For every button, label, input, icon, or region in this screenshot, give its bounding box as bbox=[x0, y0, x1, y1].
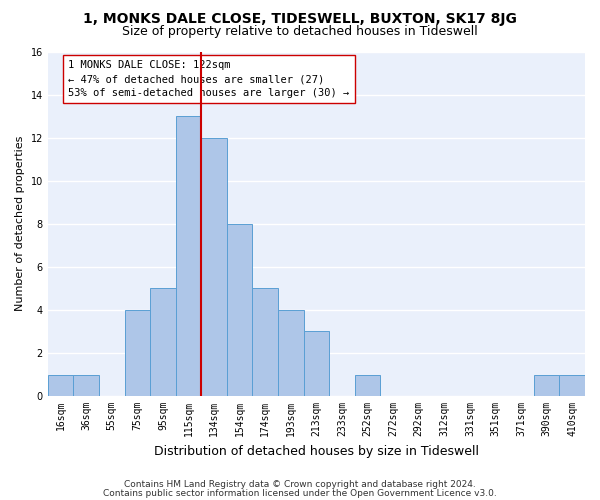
Bar bbox=[150, 288, 176, 396]
Bar bbox=[176, 116, 201, 396]
Text: 1, MONKS DALE CLOSE, TIDESWELL, BUXTON, SK17 8JG: 1, MONKS DALE CLOSE, TIDESWELL, BUXTON, … bbox=[83, 12, 517, 26]
Bar bbox=[48, 374, 73, 396]
Bar bbox=[534, 374, 559, 396]
Text: 1 MONKS DALE CLOSE: 122sqm
← 47% of detached houses are smaller (27)
53% of semi: 1 MONKS DALE CLOSE: 122sqm ← 47% of deta… bbox=[68, 60, 350, 98]
Bar bbox=[253, 288, 278, 396]
Bar bbox=[125, 310, 150, 396]
Bar bbox=[559, 374, 585, 396]
Bar bbox=[355, 374, 380, 396]
Bar bbox=[227, 224, 253, 396]
Text: Contains public sector information licensed under the Open Government Licence v3: Contains public sector information licen… bbox=[103, 488, 497, 498]
Bar bbox=[278, 310, 304, 396]
Y-axis label: Number of detached properties: Number of detached properties bbox=[15, 136, 25, 312]
Bar bbox=[304, 332, 329, 396]
Text: Size of property relative to detached houses in Tideswell: Size of property relative to detached ho… bbox=[122, 25, 478, 38]
Bar bbox=[201, 138, 227, 396]
Text: Contains HM Land Registry data © Crown copyright and database right 2024.: Contains HM Land Registry data © Crown c… bbox=[124, 480, 476, 489]
Bar bbox=[73, 374, 99, 396]
X-axis label: Distribution of detached houses by size in Tideswell: Distribution of detached houses by size … bbox=[154, 444, 479, 458]
